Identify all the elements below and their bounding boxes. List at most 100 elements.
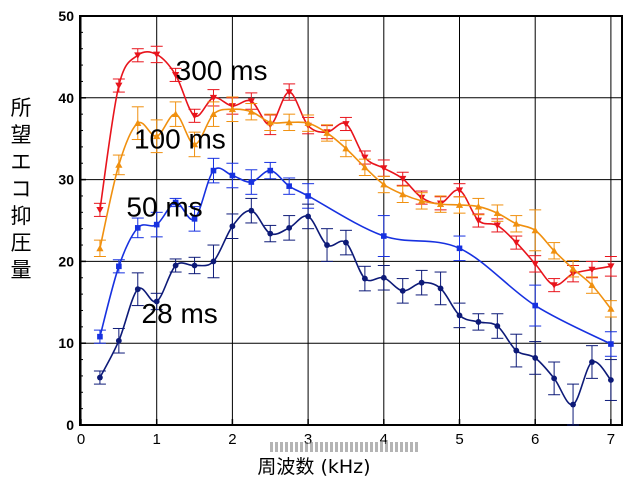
data-point bbox=[512, 220, 520, 227]
data-point bbox=[361, 154, 369, 162]
y-axis-label-char: エ bbox=[10, 150, 32, 174]
series-100-ms bbox=[93, 96, 617, 318]
data-point bbox=[608, 377, 614, 383]
series-layer bbox=[93, 45, 617, 426]
series-28-ms bbox=[93, 197, 617, 426]
data-point bbox=[304, 119, 312, 127]
x-tick-label: 2 bbox=[228, 431, 236, 448]
data-point bbox=[323, 129, 331, 136]
y-axis-label-char: コ bbox=[10, 177, 32, 201]
data-point bbox=[153, 298, 160, 305]
data-point bbox=[474, 217, 483, 225]
data-point bbox=[172, 262, 179, 269]
data-point bbox=[399, 175, 407, 183]
data-point bbox=[532, 302, 538, 309]
data-point bbox=[266, 118, 274, 126]
y-axis-label-char: 量 bbox=[10, 258, 32, 282]
data-point bbox=[380, 165, 388, 172]
data-point bbox=[436, 200, 445, 208]
y-axis-label-char: 所 bbox=[10, 96, 32, 120]
data-point bbox=[342, 121, 350, 128]
data-point bbox=[324, 242, 330, 248]
data-point bbox=[456, 312, 463, 319]
data-point bbox=[474, 202, 483, 210]
data-point bbox=[305, 193, 311, 199]
data-point bbox=[96, 244, 104, 252]
data-point bbox=[475, 319, 482, 325]
data-point bbox=[551, 375, 558, 382]
series-label: 100 ms bbox=[134, 124, 226, 155]
y-tick-label: 30 bbox=[58, 172, 74, 188]
data-point bbox=[607, 305, 615, 312]
y-tick-label: 50 bbox=[58, 8, 74, 24]
data-point bbox=[456, 245, 463, 252]
y-tick-label: 20 bbox=[58, 253, 74, 269]
data-point bbox=[153, 51, 161, 59]
y-axis-label: 所 望 エ コ 抑 圧 量 bbox=[6, 95, 36, 284]
x-tick-label: 0 bbox=[77, 431, 85, 448]
x-tick-label: 4 bbox=[380, 431, 388, 448]
series-line bbox=[99, 50, 612, 287]
data-point bbox=[493, 209, 501, 217]
series-label: 50 ms bbox=[126, 191, 202, 222]
data-point bbox=[437, 285, 444, 292]
data-point bbox=[494, 323, 501, 329]
data-point bbox=[190, 140, 199, 148]
data-point bbox=[285, 118, 293, 126]
data-point bbox=[380, 180, 388, 188]
data-point bbox=[399, 190, 407, 198]
data-point bbox=[115, 161, 123, 168]
data-point bbox=[608, 341, 614, 347]
data-point bbox=[191, 262, 198, 269]
data-point bbox=[342, 144, 350, 152]
data-point bbox=[589, 359, 595, 365]
data-point bbox=[209, 110, 218, 118]
data-point bbox=[229, 172, 236, 179]
data-point bbox=[228, 105, 236, 113]
data-point bbox=[532, 355, 539, 361]
data-point bbox=[247, 108, 255, 115]
data-point bbox=[134, 225, 141, 231]
data-point bbox=[455, 187, 464, 194]
series-300-ms bbox=[93, 45, 617, 293]
plot-frame bbox=[79, 15, 623, 426]
data-point bbox=[607, 263, 615, 270]
data-point bbox=[190, 112, 199, 120]
series-50-ms bbox=[93, 157, 617, 357]
x-axis-label: 周波数 (kHz) bbox=[257, 456, 371, 478]
x-tick-label: 1 bbox=[153, 431, 161, 448]
data-point bbox=[248, 207, 255, 214]
data-point bbox=[381, 233, 387, 239]
data-point bbox=[96, 206, 104, 214]
data-point bbox=[172, 199, 179, 206]
data-point bbox=[285, 89, 293, 96]
x-tick-label: 5 bbox=[455, 431, 463, 448]
y-tick-label: 0 bbox=[66, 417, 74, 433]
y-tick-label: 40 bbox=[58, 90, 74, 106]
data-point bbox=[191, 216, 198, 222]
series-line bbox=[99, 209, 612, 406]
data-point bbox=[172, 72, 180, 79]
data-point bbox=[305, 213, 311, 220]
data-point bbox=[531, 226, 539, 234]
data-point bbox=[531, 260, 539, 268]
x-tick-label: 7 bbox=[607, 431, 615, 448]
data-point bbox=[493, 222, 501, 230]
data-point bbox=[115, 337, 122, 344]
data-point bbox=[588, 266, 596, 274]
data-point bbox=[550, 282, 558, 289]
data-point bbox=[286, 224, 293, 231]
data-point bbox=[380, 274, 387, 281]
data-point bbox=[361, 163, 369, 171]
data-point bbox=[153, 221, 160, 228]
data-point bbox=[588, 281, 596, 289]
series-label: 28 ms bbox=[142, 298, 218, 329]
data-point bbox=[343, 239, 349, 246]
data-point bbox=[210, 258, 217, 265]
data-point bbox=[134, 286, 141, 293]
data-point bbox=[418, 197, 426, 204]
series-line bbox=[99, 108, 612, 310]
data-point bbox=[153, 132, 161, 140]
data-point bbox=[570, 401, 576, 408]
